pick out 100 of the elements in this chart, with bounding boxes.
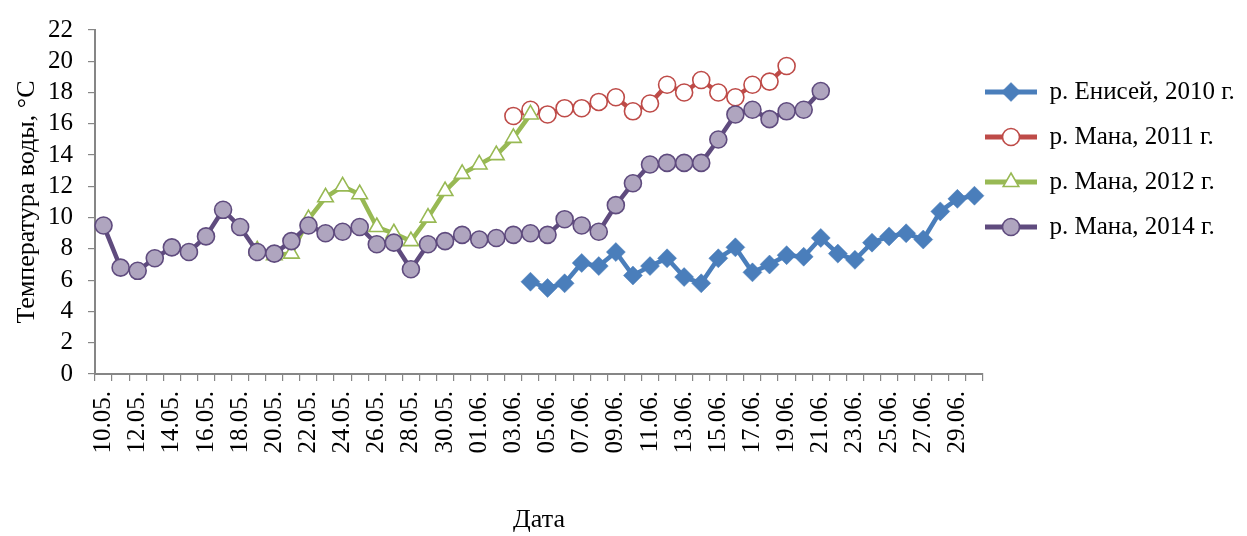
point (811, 81, 831, 101)
point (776, 245, 797, 265)
point (726, 87, 745, 107)
point (828, 243, 848, 264)
x-tick-label: 15.06. (702, 391, 730, 454)
x-tick-label: 18.05. (224, 391, 252, 454)
point (452, 225, 472, 245)
x-tick-label: 25.06. (873, 391, 901, 454)
point (657, 75, 677, 95)
point (589, 222, 609, 242)
point (896, 223, 916, 244)
x-tick-label: 19.06. (771, 391, 799, 454)
point (299, 216, 318, 235)
x-tick-label: 20.05. (258, 391, 286, 454)
point (521, 223, 540, 243)
point (674, 153, 694, 173)
point (213, 200, 233, 220)
point (589, 256, 609, 276)
y-tick-label: 6 (60, 264, 73, 292)
point (538, 225, 557, 245)
point (606, 195, 626, 215)
point (623, 102, 643, 121)
point (845, 250, 865, 270)
point (862, 232, 882, 253)
point (777, 102, 796, 121)
point (418, 234, 438, 254)
point (368, 217, 386, 233)
y-tick-label: 12 (48, 170, 73, 198)
point (913, 229, 933, 250)
y-tick-label: 8 (60, 233, 73, 261)
point (401, 259, 421, 279)
x-tick-label: 22.05. (293, 391, 321, 454)
point (640, 155, 660, 174)
point (947, 189, 968, 209)
point (623, 173, 643, 193)
x-tick-label: 21.06. (805, 391, 833, 454)
point (709, 130, 728, 149)
y-tick-label: 2 (60, 327, 73, 355)
point (606, 87, 626, 107)
x-tick-label: 07.06. (566, 391, 594, 454)
x-tick-label: 05.06. (532, 391, 560, 454)
point (794, 100, 813, 120)
point (333, 222, 352, 242)
x-tick-label: 23.06. (839, 391, 867, 454)
legend-label: р. Мана, 2014 г. (1049, 211, 1215, 239)
point (435, 231, 455, 251)
x-tick-label: 29.06. (941, 391, 969, 454)
point (350, 217, 369, 237)
point (504, 128, 522, 144)
point (196, 227, 216, 246)
x-tick-label: 11.06. (634, 391, 662, 453)
point (520, 272, 541, 292)
point (179, 242, 199, 262)
point (691, 153, 711, 173)
point (247, 242, 267, 262)
point (162, 238, 182, 257)
point (709, 83, 728, 102)
point (504, 225, 523, 245)
y-tick-label: 16 (48, 108, 73, 136)
legend-label: р. Мана, 2012 г. (1049, 166, 1215, 194)
y-tick-label: 14 (48, 139, 74, 167)
y-tick-label: 4 (60, 296, 74, 324)
point (316, 223, 335, 243)
point (453, 164, 471, 180)
point (760, 109, 779, 129)
point (777, 56, 796, 76)
point (606, 242, 626, 262)
point (879, 226, 899, 247)
point (367, 234, 387, 254)
x-tick-label: 26.05. (361, 391, 389, 454)
point (640, 256, 660, 276)
point (230, 217, 250, 237)
point (487, 228, 506, 248)
point (282, 231, 301, 251)
x-tick-label: 09.06. (600, 391, 628, 454)
point (555, 98, 574, 118)
legend-label: р. Енисей, 2010 г. (1049, 76, 1235, 104)
point (743, 100, 762, 120)
point (145, 248, 165, 268)
point (572, 216, 591, 235)
point (930, 201, 951, 222)
point (743, 75, 762, 95)
point (469, 230, 489, 249)
point (589, 92, 609, 112)
point (760, 72, 779, 91)
point (128, 261, 147, 281)
point (759, 254, 780, 275)
legend-label: р. Мана, 2011 г. (1049, 121, 1214, 149)
point (657, 153, 677, 173)
x-tick-label: 12.05. (122, 391, 150, 454)
point (554, 273, 575, 294)
point (384, 233, 404, 252)
point (572, 98, 591, 118)
point (811, 228, 831, 248)
x-tick-label: 03.06. (497, 391, 525, 454)
x-axis-title: Дата (513, 504, 566, 534)
x-tick-label: 28.05. (395, 391, 423, 454)
x-tick-label: 17.06. (737, 391, 765, 454)
point (674, 83, 694, 102)
point (793, 246, 814, 267)
